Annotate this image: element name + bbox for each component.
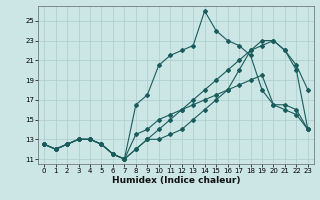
X-axis label: Humidex (Indice chaleur): Humidex (Indice chaleur) <box>112 176 240 185</box>
